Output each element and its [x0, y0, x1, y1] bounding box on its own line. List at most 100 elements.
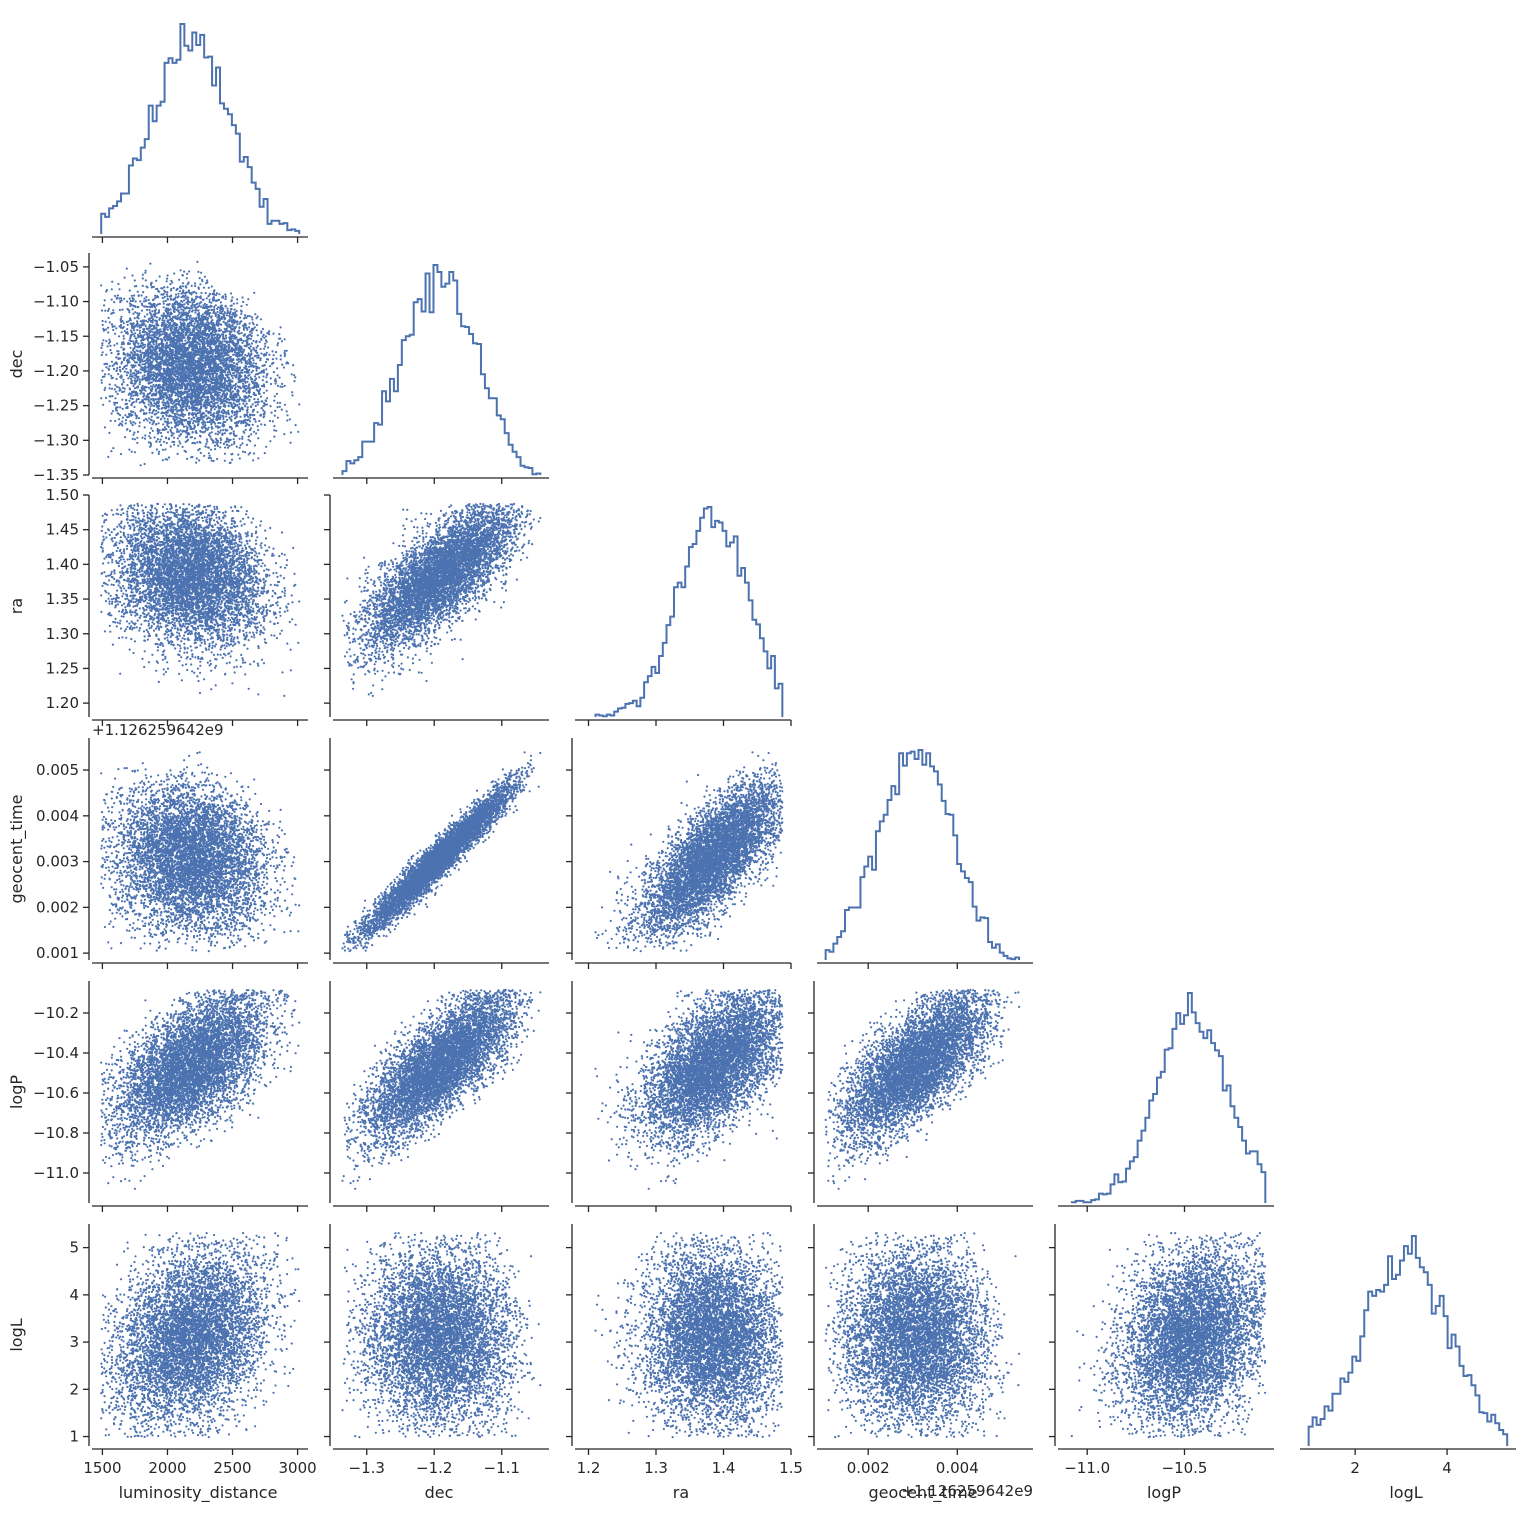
scatter-point	[158, 453, 160, 455]
scatter-point	[162, 449, 164, 451]
scatter-point	[273, 371, 275, 373]
scatter-point	[102, 351, 104, 353]
scatter-point	[108, 432, 110, 434]
scatter-point	[112, 329, 114, 331]
scatter-point	[292, 364, 294, 366]
scatter-point	[101, 370, 103, 372]
scatter-point	[298, 403, 300, 405]
scatter-point	[194, 285, 196, 287]
scatter-point	[260, 348, 262, 350]
scatter-point	[214, 408, 216, 410]
scatter-point	[215, 315, 217, 317]
scatter-point	[252, 403, 254, 405]
scatter-point	[108, 339, 110, 341]
scatter-point	[143, 392, 145, 394]
scatter-point	[127, 377, 129, 379]
scatter-point	[227, 410, 229, 412]
scatter-point	[135, 362, 137, 364]
scatter-point	[118, 387, 120, 389]
scatter-point	[137, 343, 139, 345]
scatter-point	[115, 356, 117, 358]
scatter-point	[109, 365, 111, 367]
scatter-point	[244, 451, 246, 453]
scatter-point	[245, 429, 247, 431]
scatter-point	[239, 438, 241, 440]
scatter-point	[132, 385, 134, 387]
scatter-point	[118, 418, 120, 420]
scatter-point	[291, 394, 293, 396]
scatter-point	[239, 447, 241, 449]
scatter-point	[250, 345, 252, 347]
scatter-point	[226, 314, 228, 316]
scatter-point	[150, 427, 152, 429]
scatter-point	[215, 441, 217, 443]
scatter-point	[196, 261, 198, 263]
scatter-point	[182, 295, 184, 297]
scatter-point	[246, 304, 248, 306]
scatter-point	[125, 419, 127, 421]
scatter-point	[144, 463, 146, 465]
scatter-point	[184, 414, 186, 416]
scatter-point	[246, 444, 248, 446]
panel-dec-vs-luminosity_distance: −1.05−1.10−1.15−1.20−1.25−1.30−1.35	[33, 253, 308, 484]
scatter-point	[104, 310, 106, 312]
scatter-point	[197, 423, 199, 425]
scatter-point	[186, 277, 188, 279]
scatter-point	[281, 386, 283, 388]
scatter-point	[148, 417, 150, 419]
scatter-point	[222, 429, 224, 431]
scatter-point	[111, 281, 113, 283]
scatter-point	[179, 442, 181, 444]
scatter-point	[270, 383, 272, 385]
panel-luminosity_distance-vs-luminosity_distance	[92, 24, 308, 243]
scatter-point	[177, 437, 179, 439]
scatter-point	[111, 361, 113, 363]
scatter-point	[196, 441, 198, 443]
scatter-point	[116, 386, 118, 388]
scatter-point	[189, 318, 191, 320]
scatter-point	[149, 263, 151, 265]
scatter-point	[175, 294, 177, 296]
scatter-point	[273, 400, 275, 402]
scatter-point	[208, 452, 210, 454]
scatter-point	[110, 450, 112, 452]
histogram-luminosity_distance	[101, 24, 299, 234]
scatter-point	[142, 285, 144, 287]
scatter-point	[154, 436, 156, 438]
scatter-point	[277, 342, 279, 344]
scatter-point	[208, 457, 210, 459]
scatter-point	[216, 458, 218, 460]
scatter-point	[257, 437, 259, 439]
scatter-points-dec-vs-luminosity_distance	[100, 261, 300, 467]
scatter-point	[167, 431, 169, 433]
scatter-point	[252, 424, 254, 426]
scatter-point	[164, 296, 166, 298]
scatter-point	[144, 272, 146, 274]
scatter-point	[266, 397, 268, 399]
scatter-point	[110, 375, 112, 377]
scatter-point	[245, 425, 247, 427]
scatter-point	[182, 285, 184, 287]
scatter-point	[232, 377, 234, 379]
scatter-point	[271, 350, 273, 352]
scatter-point	[203, 455, 205, 457]
scatter-point	[140, 464, 142, 466]
scatter-point	[148, 387, 150, 389]
scatter-point	[129, 373, 131, 375]
scatter-point	[130, 300, 132, 302]
scatter-point	[236, 415, 238, 417]
scatter-point	[109, 387, 111, 389]
scatter-point	[148, 435, 150, 437]
scatter-point	[121, 331, 123, 333]
scatter-point	[121, 309, 123, 311]
scatter-point	[129, 298, 131, 300]
scatter-point	[177, 315, 179, 317]
scatter-point	[233, 438, 235, 440]
scatter-point	[131, 295, 133, 297]
scatter-point	[280, 358, 282, 360]
scatter-point	[227, 447, 229, 449]
scatter-point	[249, 420, 251, 422]
scatter-point	[170, 445, 172, 447]
scatter-point	[241, 436, 243, 438]
scatter-point	[156, 334, 158, 336]
